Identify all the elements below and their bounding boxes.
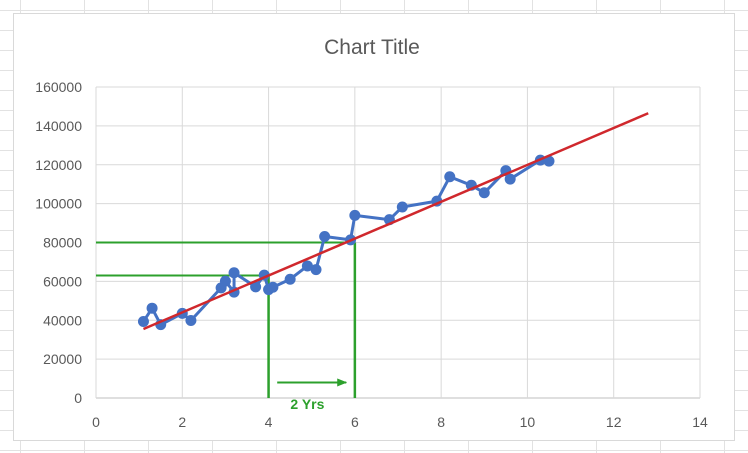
data-point [267,281,279,293]
data-point [228,267,240,279]
y-tick-label: 120000 [35,157,82,173]
y-tick-label: 0 [74,390,82,406]
data-point [137,316,149,328]
y-tick-label: 80000 [43,235,82,251]
data-point [504,173,516,185]
data-point [146,302,158,314]
x-tick-label: 12 [606,414,622,430]
y-tick-label: 20000 [43,351,82,367]
data-point [444,171,456,183]
data-point [301,260,313,272]
trendline [142,112,649,331]
data-point [185,314,197,326]
y-tick-label: 160000 [35,79,82,95]
y-axis-tick-labels[interactable]: 0 20000 40000 60000 80000 100000 120000 140000 1… [35,79,82,406]
chart-title[interactable]: Chart Title [324,36,420,59]
x-tick-label: 10 [520,414,536,430]
chart-area[interactable] [13,13,735,441]
annotations [96,241,357,398]
annotation-label-2-yrs: 2 Yrs [290,396,324,412]
plot-series[interactable] [137,112,649,331]
data-point [396,201,408,213]
x-tick-label: 6 [351,414,359,430]
data-point [250,281,262,293]
y-tick-label: 100000 [35,196,82,212]
x-axis-tick-labels[interactable]: 0 2 4 6 8 10 12 14 [92,414,708,430]
y-tick-label: 40000 [43,312,82,328]
data-point [543,155,555,167]
data-point [478,187,490,199]
x-tick-label: 14 [692,414,708,430]
data-point [319,230,331,242]
x-tick-label: 2 [178,414,186,430]
x-tick-label: 0 [92,414,100,430]
data-point [349,209,361,221]
x-tick-label: 4 [265,414,273,430]
data-point [284,273,296,285]
y-tick-label: 60000 [43,273,82,289]
data-point [219,275,231,287]
data-point [310,264,322,276]
y-tick-label: 140000 [35,118,82,134]
x-tick-label: 8 [437,414,445,430]
